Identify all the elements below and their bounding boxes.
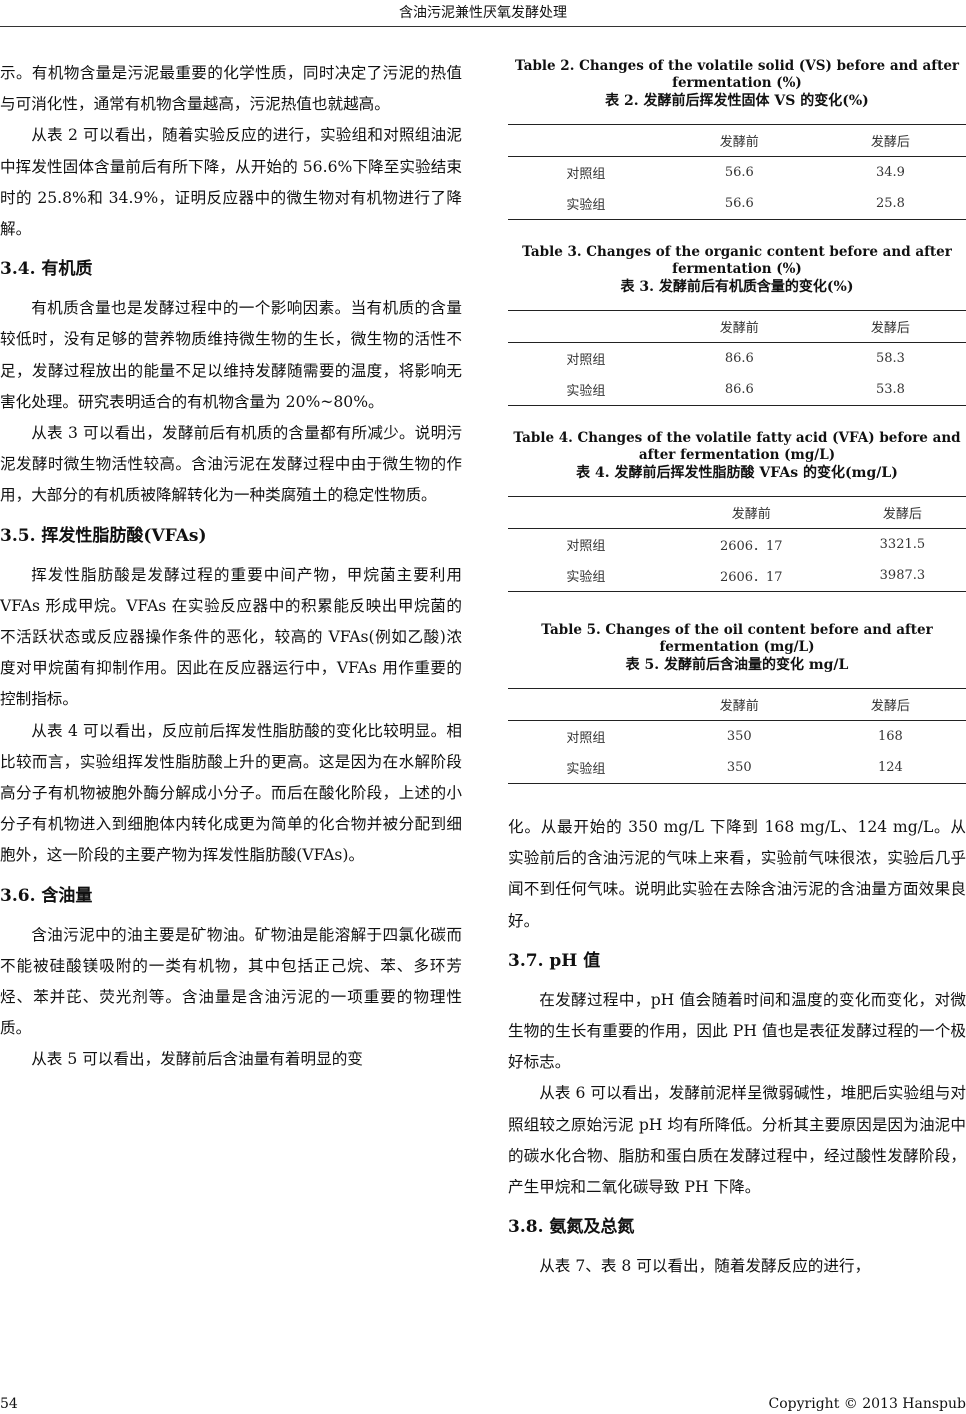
column-header: [508, 497, 664, 529]
table-row: 实验组 56.6 25.8: [508, 188, 966, 220]
table-row: 实验组 350 124: [508, 752, 966, 784]
right-column: 化。从最开始的 350 mg/L 下降到 168 mg/L、124 mg/L。从…: [508, 812, 966, 1282]
data-table: 发酵前 发酵后对照组 56.6 34.9 实验组 56.6 25.8: [508, 124, 966, 220]
header-divider: [0, 26, 966, 27]
copyright: Copyright © 2013 Hanspub: [768, 1396, 966, 1412]
table-row: 实验组 2606．17 3987.3: [508, 560, 966, 592]
table-3: Table 3. Changes of the organic content …: [508, 244, 966, 406]
left-column: 示。有机物含量是污泥最重要的化学性质，同时决定了污泥的热值与可消化性，通常有机物…: [0, 58, 462, 1076]
paragraph: 挥发性脂肪酸是发酵过程的重要中间产物，甲烷菌主要利用 VFAs 形成甲烷。VFA…: [0, 565, 462, 709]
paragraph: 从表 5 可以看出，发酵前后含油量有着明显的变: [31, 1050, 363, 1069]
paragraph: 从表 2 可以看出，随着实验反应的进行，实验组和对照组油泥中挥发性固体含量前后有…: [0, 126, 462, 239]
section-heading: 3.4. 有机质: [0, 259, 93, 280]
data-table: 发酵前 发酵后对照组 350 168 实验组 350 124: [508, 688, 966, 784]
table-cell: 对照组: [566, 731, 606, 746]
paragraph: 示。有机物含量是污泥最重要的化学性质，同时决定了污泥的热值与可消化性，通常有机物…: [0, 64, 462, 114]
column-header: 发酵后: [882, 507, 922, 522]
table-cell: 350: [726, 729, 752, 744]
paragraph: 从表 7、表 8 可以看出，随着发酵反应的进行，: [539, 1257, 871, 1276]
column-header: [508, 311, 664, 343]
table-cell: 124: [878, 760, 903, 775]
paragraph: 有机质含量也是发酵过程中的一个影响因素。当有机质的含量较低时，没有足够的营养物质…: [0, 299, 462, 411]
column-header: 发酵后: [870, 135, 910, 150]
table-cell: 25.8: [875, 196, 905, 211]
table-cell: 56.6: [724, 196, 754, 211]
table-header-row: 发酵前 发酵后: [508, 689, 966, 721]
paragraph: 从表 4 可以看出，反应前后挥发性脂肪酸的变化比较明显。相比较而言，实验组挥发性…: [0, 721, 462, 865]
data-table: 发酵前 发酵后对照组 2606．17 3321.5 实验组 2606．17 3987.3: [508, 496, 966, 592]
paragraph: 从表 6 可以看出，发酵前泥样呈微弱碱性，堆肥后实验组与对照组较之原始污泥 pH…: [508, 1084, 966, 1197]
column-header: [508, 125, 664, 157]
table-caption-en: Table 2. Changes of the volatile solid (…: [514, 58, 960, 91]
table-row: 实验组 86.6 53.8: [508, 374, 966, 406]
column-header: 发酵前: [719, 321, 759, 336]
table-caption-en: Table 5. Changes of the oil content befo…: [541, 622, 933, 655]
table-caption-en: Table 3. Changes of the organic content …: [522, 244, 952, 277]
table-row: 对照组 56.6 34.9: [508, 157, 966, 189]
table-cell: 34.9: [875, 165, 905, 180]
column-header: [508, 689, 664, 721]
table-4: Table 4. Changes of the volatile fatty a…: [508, 430, 966, 592]
paragraph: 在发酵过程中，pH 值会随着时间和温度的变化而变化，对微生物的生长有重要的作用，…: [508, 990, 966, 1072]
table-cell: 350: [726, 760, 752, 775]
table-cell: 实验组: [566, 762, 606, 777]
table-cell: 2606．17: [719, 539, 783, 554]
table-caption-zh: 表 5. 发酵前后含油量的变化 mg/L: [625, 657, 849, 673]
table-cell: 3321.5: [879, 537, 926, 552]
table-row: 对照组 2606．17 3321.5: [508, 529, 966, 561]
table-2: Table 2. Changes of the volatile solid (…: [508, 58, 966, 220]
table-cell: 对照组: [566, 539, 606, 554]
table-cell: 3987.3: [879, 568, 926, 583]
section-heading: 3.7. pH 值: [508, 950, 601, 971]
paragraph: 从表 3 可以看出，发酵前后有机质的含量都有所减少。说明污泥发酵时微生物活性较高…: [0, 424, 462, 505]
table-cell: 实验组: [566, 198, 606, 213]
table-cell: 2606．17: [719, 570, 783, 585]
table-header-row: 发酵前 发酵后: [508, 311, 966, 343]
table-header-row: 发酵前 发酵后: [508, 125, 966, 157]
table-cell: 实验组: [566, 384, 606, 399]
table-cell: 实验组: [566, 570, 606, 585]
column-header: 发酵后: [870, 699, 910, 714]
page-number: 54: [0, 1396, 18, 1412]
paragraph: 化。从最开始的 350 mg/L 下降到 168 mg/L、124 mg/L。从…: [508, 818, 966, 930]
paragraph: 含油污泥中的油主要是矿物油。矿物油是能溶解于四氯化碳而不能被硅酸镁吸附的一类有机…: [0, 925, 462, 1038]
column-header: 发酵前: [719, 699, 759, 714]
column-header: 发酵前: [719, 135, 759, 150]
table-caption-zh: 表 4. 发酵前后挥发性脂肪酸 VFAs 的变化(mg/L): [576, 465, 898, 481]
table-cell: 56.6: [724, 165, 754, 180]
section-heading: 3.8. 氨氮及总氮: [508, 1217, 635, 1238]
table-caption-zh: 表 3. 发酵前后有机质含量的变化(%): [620, 279, 854, 295]
data-table: 发酵前 发酵后对照组 86.6 58.3 实验组 86.6 53.8: [508, 310, 966, 406]
table-row: 对照组 86.6 58.3: [508, 343, 966, 375]
column-header: 发酵后: [870, 321, 910, 336]
table-cell: 53.8: [875, 382, 905, 397]
section-heading: 3.5. 挥发性脂肪酸(VFAs): [0, 525, 207, 546]
table-row: 对照组 350 168: [508, 721, 966, 753]
table-caption-zh: 表 2. 发酵前后挥发性固体 VS 的变化(%): [605, 93, 869, 109]
table-caption-en: Table 4. Changes of the volatile fatty a…: [513, 430, 961, 463]
table-header-row: 发酵前 发酵后: [508, 497, 966, 529]
table-5: Table 5. Changes of the oil content befo…: [508, 622, 966, 784]
column-header: 发酵前: [731, 507, 771, 522]
table-cell: 86.6: [724, 382, 754, 397]
table-cell: 86.6: [724, 351, 754, 366]
table-cell: 对照组: [566, 353, 606, 368]
running-header: 含油污泥兼性厌氧发酵处理: [399, 5, 567, 21]
table-cell: 对照组: [566, 167, 606, 182]
section-heading: 3.6. 含油量: [0, 885, 93, 906]
table-cell: 168: [878, 729, 903, 744]
table-cell: 58.3: [875, 351, 905, 366]
